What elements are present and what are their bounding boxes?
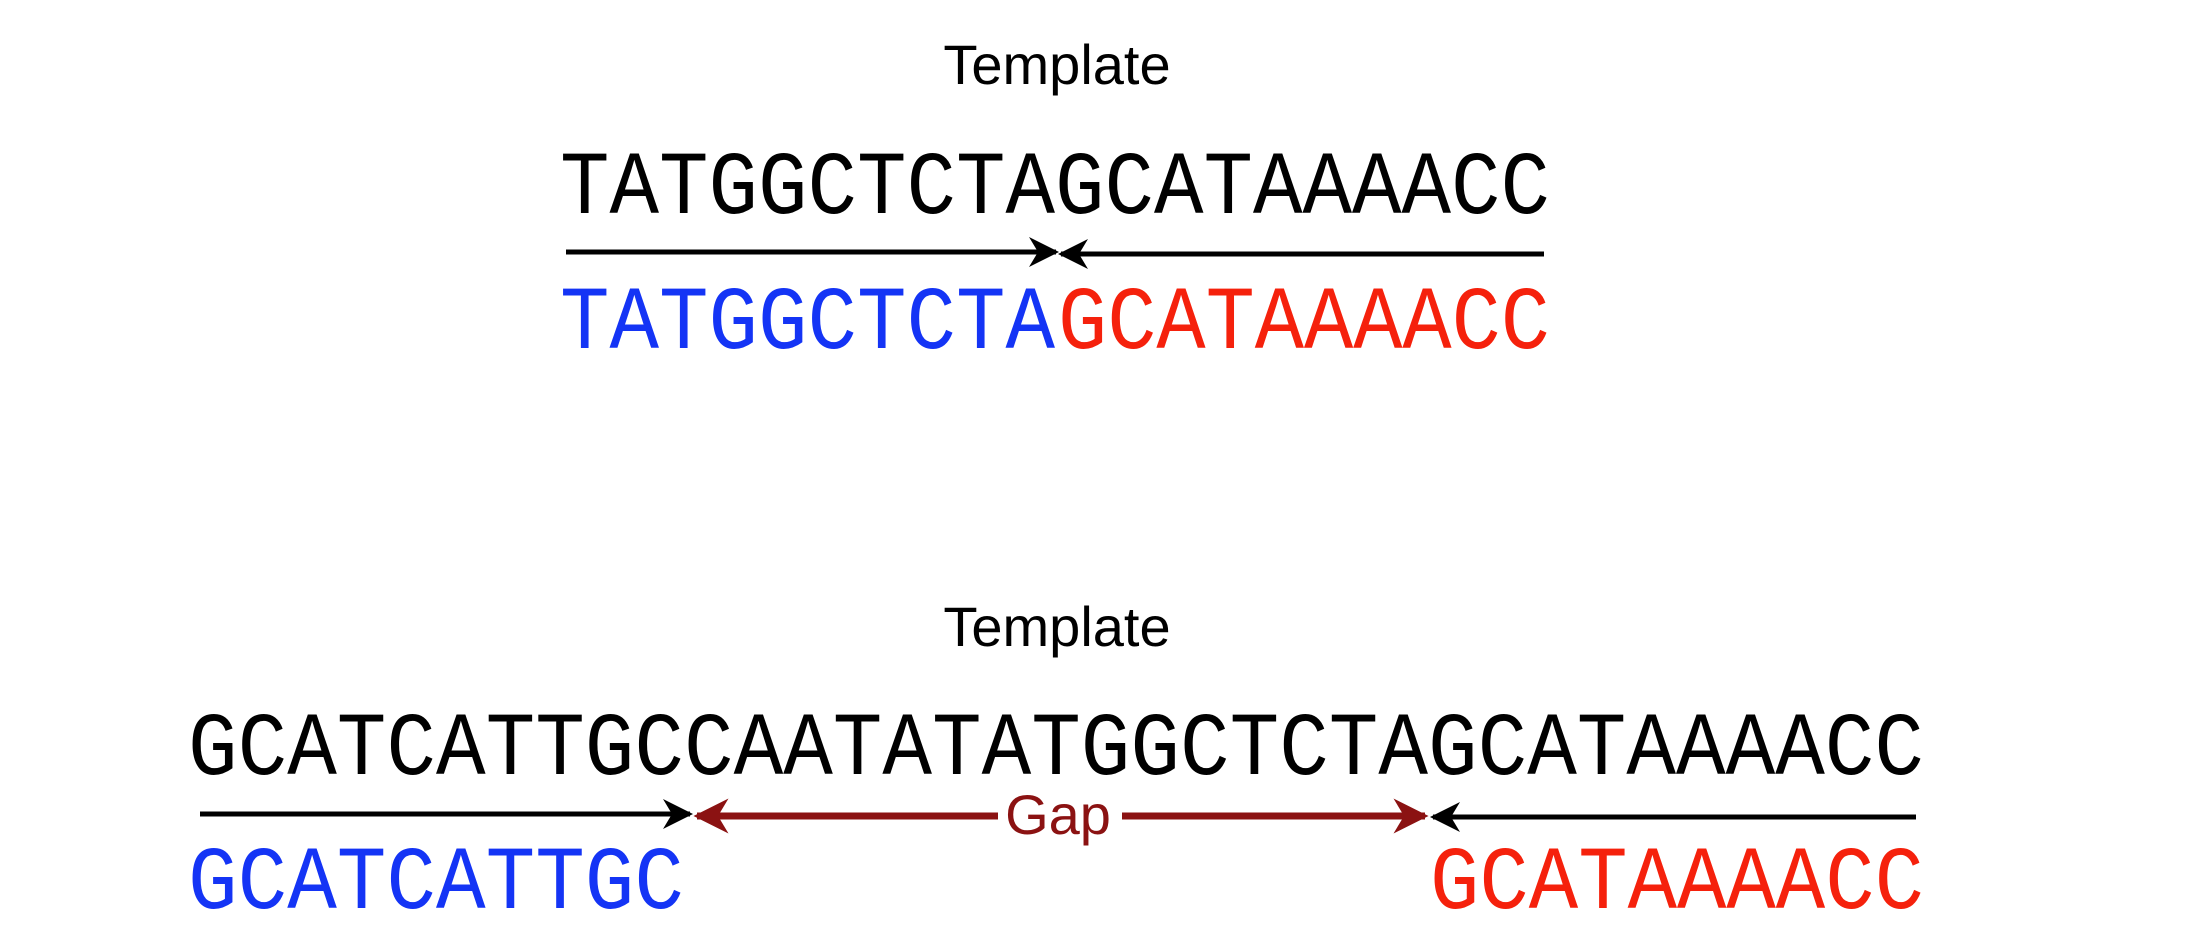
panel-gap: Template GCATCATTGCCAATATATGGCTCTAGCATAA…: [188, 595, 1924, 936]
panel2-title: Template: [943, 595, 1170, 658]
panel1-right-fragment: GCATAAAACC: [1058, 274, 1550, 376]
panel1-title: Template: [943, 33, 1170, 96]
panel2-left-fragment: GCATCATTGC: [188, 834, 684, 936]
panel-contiguous: Template TATGGCTCTAGCATAAAACC TATGGCTCTA…: [560, 33, 1550, 376]
panel1-left-fragment: TATGGCTCTA: [560, 274, 1055, 376]
panel2-template-sequence: GCATCATTGCCAATATATGGCTCTAGCATAAAACC: [188, 700, 1924, 802]
panel1-template-sequence: TATGGCTCTAGCATAAAACC: [560, 139, 1550, 241]
panel2-right-fragment: GCATAAAACC: [1430, 834, 1924, 936]
gap-label: Gap: [1005, 783, 1111, 846]
